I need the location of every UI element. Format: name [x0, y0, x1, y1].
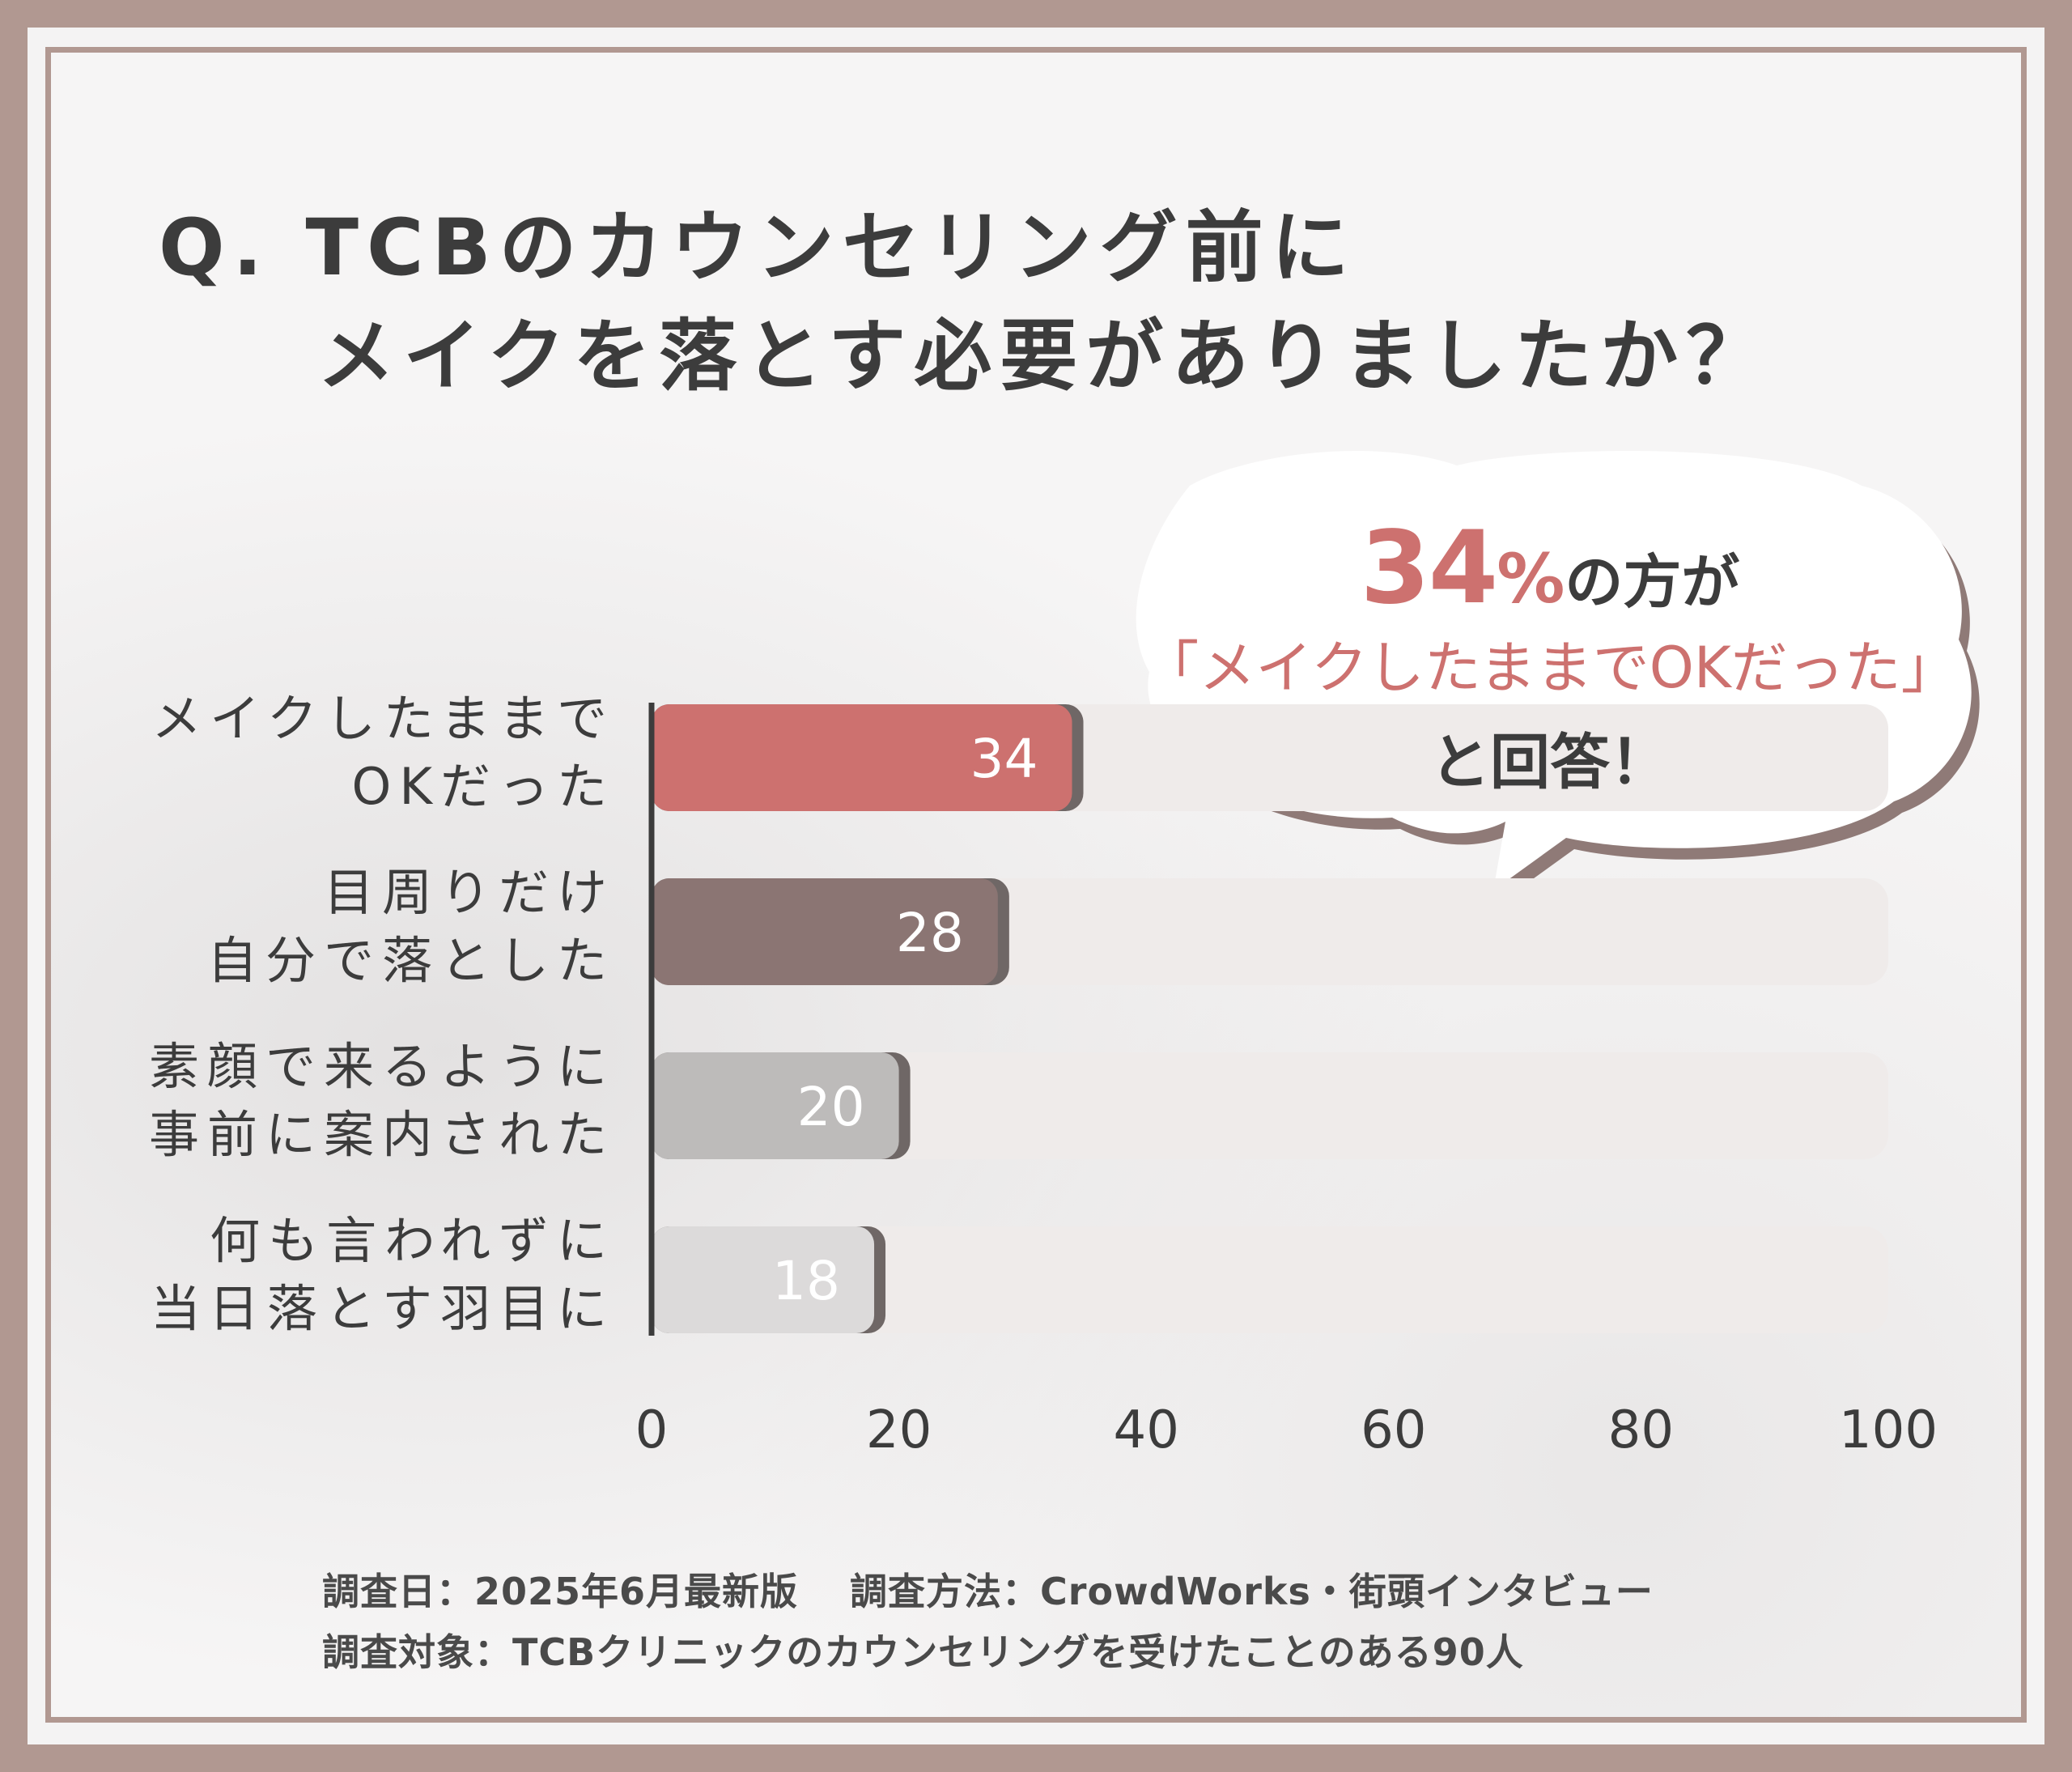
- chart-title-line-1: Q. TCBのカウンセリング前に: [159, 202, 1357, 293]
- x-tick-label: 60: [1361, 1400, 1427, 1460]
- bar: [652, 704, 1072, 811]
- category-label-line: 目周りだけ: [323, 863, 615, 922]
- bar-track: [652, 1226, 1888, 1333]
- category-label-line: 何も言われずに: [210, 1211, 615, 1270]
- callout-line-1-suffix: の方が: [1565, 548, 1740, 616]
- bar-track: [652, 1052, 1888, 1159]
- category-label: 何も言われずに当日落とす羽目に: [151, 1207, 615, 1343]
- category-label-line: メイクしたままで: [151, 689, 615, 748]
- bars-group: 34 28 20 18: [652, 704, 1888, 1333]
- callout-line-1: 34%の方が: [1129, 518, 1971, 618]
- category-label: 目周りだけ自分で落とした: [207, 859, 615, 995]
- bar: [652, 1226, 875, 1333]
- category-label-line: 自分で落とした: [206, 931, 615, 990]
- bar-value-label: 18: [772, 1250, 840, 1312]
- x-tick-label: 0: [635, 1400, 669, 1460]
- chart-title-line-2: メイクを落とす必要がありましたか？: [317, 311, 1773, 402]
- callout-percent: %: [1497, 539, 1565, 618]
- callout-value: 34: [1360, 510, 1499, 627]
- category-label-line: 事前に案内された: [148, 1105, 615, 1164]
- callout-line-2: 「メイクしたままでOKだった」: [1142, 635, 1958, 701]
- bar-value-label: 34: [970, 728, 1038, 790]
- bar-value-label: 20: [797, 1076, 865, 1138]
- bar: [652, 1052, 899, 1159]
- bar-value-label: 28: [896, 902, 964, 964]
- category-label: メイクしたままで OKだった: [151, 685, 615, 821]
- footer-line-2: 調査対象：TCBクリニックのカウンセリングを受けたことのある90人: [322, 1630, 1524, 1674]
- category-label-line: OKだった: [351, 757, 615, 816]
- bar: [652, 878, 998, 985]
- callout-line-3: と回答！: [1430, 728, 1670, 797]
- x-tick-label: 100: [1838, 1400, 1938, 1460]
- x-tick-label: 80: [1607, 1400, 1675, 1460]
- category-label: 素顔で来るように 事前に案内された: [149, 1033, 615, 1169]
- x-tick-label: 40: [1113, 1400, 1179, 1460]
- x-tick-label: 20: [865, 1400, 932, 1460]
- category-label-line: 当日落とす羽目に: [150, 1279, 615, 1338]
- footer-line-1: 調査日：2025年6月最新版 調査方法：CrowdWorks・街頭インタビュー: [322, 1570, 1654, 1613]
- category-label-line: 素顔で来るように: [148, 1037, 615, 1096]
